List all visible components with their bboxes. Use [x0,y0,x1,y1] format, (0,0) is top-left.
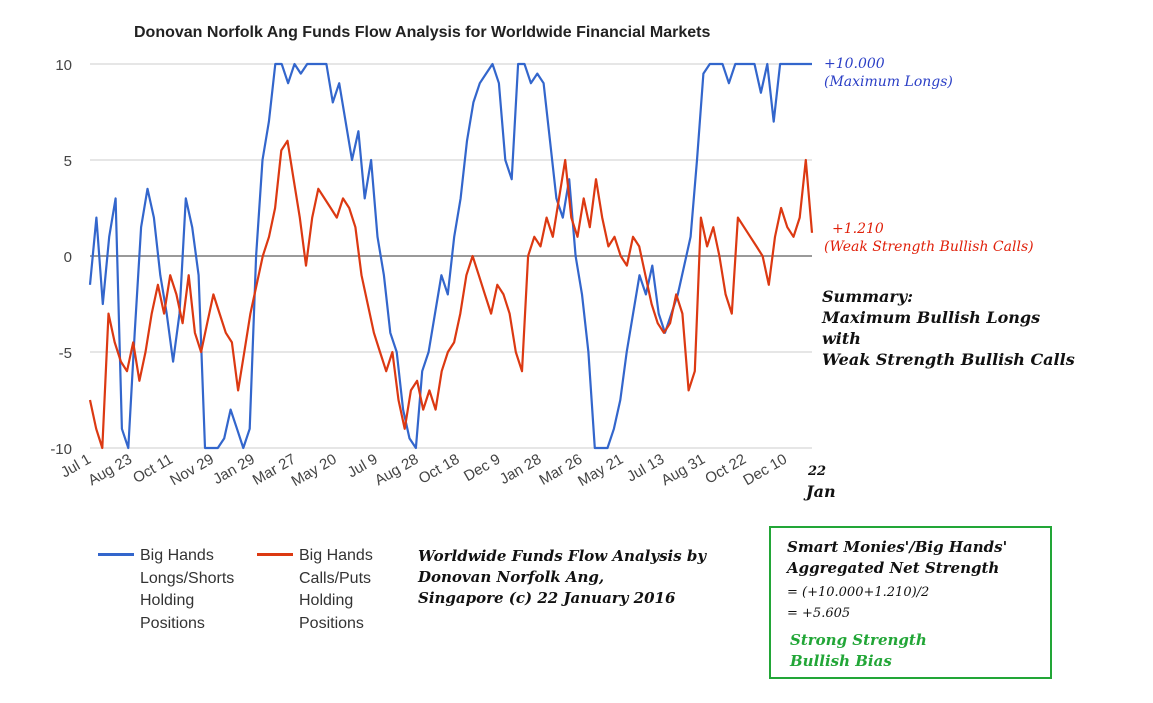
legend-swatch-red [257,553,293,556]
credit-line: Donovan Norfolk Ang, [418,568,605,586]
verdict-line: Bullish Bias [790,652,892,670]
x-tick-label: Oct 22 [702,451,749,488]
x-tick-label: Aug 23 [85,451,135,489]
legend-line: Positions [299,614,364,632]
y-tick-label: -10 [50,441,72,458]
y-tick-label: -5 [59,345,72,362]
legend-item-calls-puts: Big Hands Calls/Puts Holding Positions [257,545,373,635]
x-tick-label: May 20 [289,451,340,490]
net-strength-box [769,526,1052,679]
legend-line: Holding [140,592,195,609]
net-strength-verdict: Strong Strength Bullish Bias [790,630,927,672]
calls-label: (Weak Strength Bullish Calls) [824,239,1034,255]
summary-line: Summary: [822,287,914,306]
x-tick-label: Oct 18 [416,451,463,488]
legend-line: Longs/Shorts [140,569,235,587]
x-tick-label: Aug 31 [658,451,708,489]
summary-line: with [822,329,861,348]
author-credit: Worldwide Funds Flow Analysis by Donovan… [418,546,706,609]
chart-title: Donovan Norfolk Ang Funds Flow Analysis … [134,24,711,41]
verdict-line: Strong Strength [790,631,927,649]
legend-item-longs-shorts: Big Hands Longs/Shorts Holding Positions [98,545,234,635]
x-tick-label: May 21 [575,451,626,490]
series-line-calls-puts [88,139,814,450]
legend-line: Big Hands [140,547,214,564]
summary-line: Maximum Bullish Longs [822,308,1041,327]
x-tick-label: Aug 28 [372,451,422,489]
legend-line: Positions [140,614,205,632]
series-line-longs-shorts [88,62,812,450]
x-tick-label: Jan 28 [497,451,545,488]
legend-line: Holding [299,592,354,609]
summary-line: Weak Strength Bullish Calls [822,350,1075,369]
y-tick-label: 5 [64,153,72,170]
y-tick-label: 0 [64,249,72,266]
credit-line: Worldwide Funds Flow Analysis by [418,547,707,565]
x-tick-label: Mar 26 [536,451,585,489]
net-strength-title-line: Smart Monies'/Big Hands' [787,538,1008,556]
y-tick-label: 10 [55,57,72,74]
net-strength-title-line: Aggregated Net Strength [787,559,1000,577]
net-strength-result: = +5.605 [787,606,851,621]
net-strength-title: Smart Monies'/Big Hands' Aggregated Net … [787,537,1007,579]
net-strength-formula: = (+10.000+1.210)/2 [787,585,930,600]
max-longs-value: +10.000 [824,56,885,72]
legend-line: Big Hands [299,547,373,564]
max-longs-label: (Maximum Longs) [824,74,953,90]
x-tick-last-month: Jan [806,482,836,501]
x-tick-last-day: 22 [808,464,827,479]
max-longs-annotation: +10.000 (Maximum Longs) [824,55,953,91]
legend-label-longs-shorts: Big Hands Longs/Shorts Holding Positions [140,545,234,635]
legend-swatch-blue [98,553,134,556]
legend-label-calls-puts: Big Hands Calls/Puts Holding Positions [299,545,373,635]
calls-value: +1.210 [832,221,884,237]
x-tick-label: Jan 29 [210,451,258,488]
x-tick-label: Dec 9 [461,451,503,485]
calls-annotation: +1.210 (Weak Strength Bullish Calls) [824,220,1034,256]
x-tick-label: Dec 10 [740,451,790,489]
x-tick-label: Mar 27 [250,451,299,489]
x-tick-label: Nov 29 [167,451,217,489]
credit-line: Singapore (c) 22 January 2016 [418,589,676,607]
x-tick-label-last: 22 Jan [806,462,836,501]
x-tick-label: Oct 11 [130,451,176,487]
summary-block: Summary: Maximum Bullish Longs with Weak… [822,286,1075,370]
legend-line: Calls/Puts [299,569,372,587]
